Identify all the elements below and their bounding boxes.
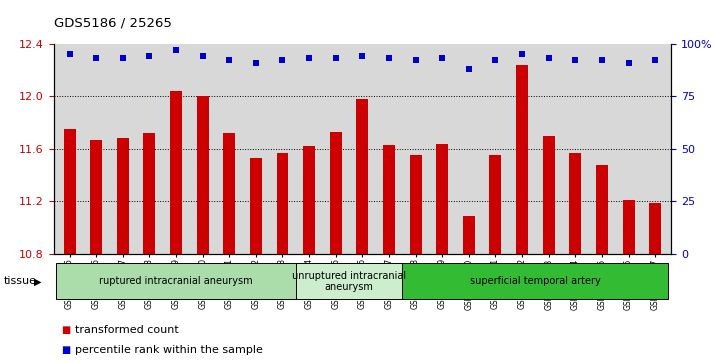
Bar <box>543 136 555 254</box>
Point <box>570 57 581 63</box>
Bar <box>250 158 262 254</box>
Bar <box>276 153 288 254</box>
Bar <box>596 164 608 254</box>
Point <box>64 51 75 57</box>
Point <box>171 47 182 53</box>
Text: unruptured intracranial
aneurysm: unruptured intracranial aneurysm <box>292 270 406 292</box>
Point <box>117 56 129 61</box>
Bar <box>649 203 661 254</box>
Bar <box>383 145 395 254</box>
Bar <box>196 96 208 254</box>
Text: ■: ■ <box>61 345 70 355</box>
Bar <box>516 65 528 254</box>
Point <box>144 53 155 59</box>
Bar <box>356 99 368 254</box>
Bar <box>170 91 182 254</box>
Bar <box>410 155 421 254</box>
Text: GDS5186 / 25265: GDS5186 / 25265 <box>54 16 171 29</box>
Point <box>91 56 102 61</box>
Point <box>436 56 448 61</box>
Point <box>303 56 315 61</box>
Point <box>596 57 608 63</box>
Text: transformed count: transformed count <box>75 325 178 335</box>
Point <box>623 60 634 65</box>
Point <box>197 53 208 59</box>
Bar <box>117 138 129 254</box>
Point <box>277 57 288 63</box>
Point <box>223 57 235 63</box>
Text: ▶: ▶ <box>34 276 42 286</box>
Bar <box>296 263 402 299</box>
Bar <box>436 143 448 254</box>
Point <box>543 56 554 61</box>
Bar <box>463 216 475 254</box>
Bar <box>490 155 501 254</box>
Point <box>463 66 475 72</box>
Text: superficial temporal artery: superficial temporal artery <box>470 276 600 286</box>
Point <box>410 57 421 63</box>
Point <box>516 51 528 57</box>
Bar <box>144 133 156 254</box>
Bar <box>90 140 102 254</box>
Text: ruptured intracranial aneurysm: ruptured intracranial aneurysm <box>99 276 253 286</box>
Bar <box>56 263 296 299</box>
Bar <box>223 133 235 254</box>
Text: percentile rank within the sample: percentile rank within the sample <box>75 345 263 355</box>
Bar <box>330 132 342 254</box>
Text: tissue: tissue <box>4 276 36 286</box>
Bar <box>569 153 581 254</box>
Point <box>250 60 261 65</box>
Bar <box>402 263 668 299</box>
Text: ■: ■ <box>61 325 70 335</box>
Point <box>356 53 368 59</box>
Bar <box>303 146 315 254</box>
Point <box>490 57 501 63</box>
Bar <box>623 200 635 254</box>
Point <box>383 56 395 61</box>
Bar <box>64 129 76 254</box>
Point <box>330 56 341 61</box>
Point <box>650 57 661 63</box>
